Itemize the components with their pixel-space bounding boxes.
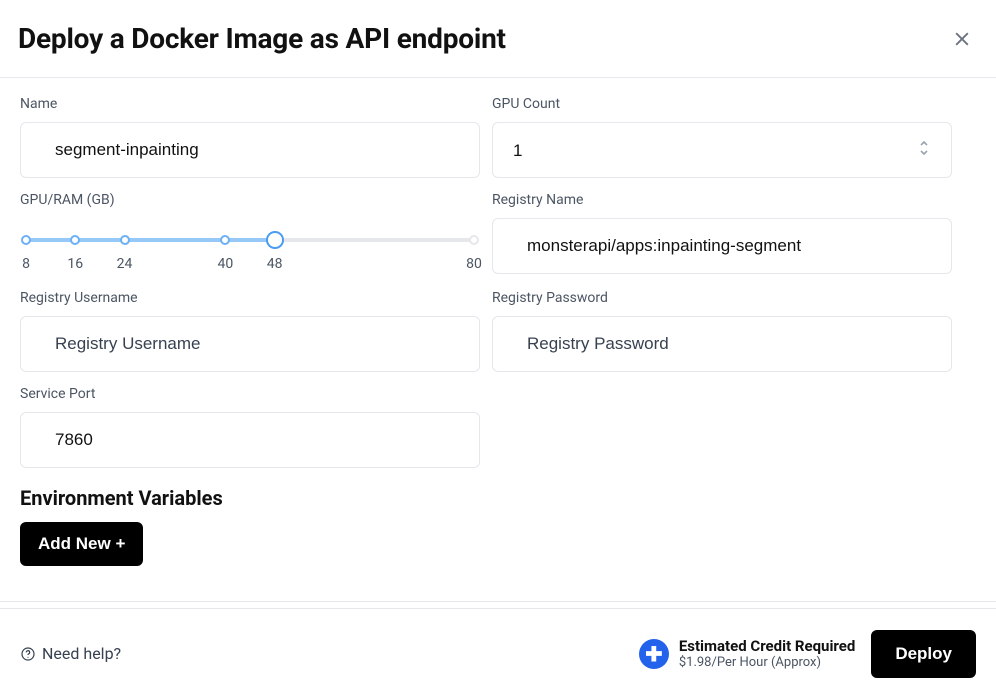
field-service-port: Service Port	[20, 386, 480, 468]
env-vars-heading: Environment Variables	[20, 486, 976, 510]
field-registry-name: Registry Name	[492, 192, 952, 276]
field-gpu-count: GPU Count 1	[492, 96, 952, 178]
slider-tick-label: 16	[67, 256, 83, 272]
registry-name-input[interactable]	[492, 218, 952, 274]
modal-header: Deploy a Docker Image as API endpoint	[0, 0, 996, 78]
close-button[interactable]	[948, 25, 976, 53]
slider-tick-label: 8	[22, 256, 30, 272]
deploy-button[interactable]: Deploy	[871, 630, 976, 678]
slider-tick-label: 48	[267, 256, 283, 272]
credit-title: Estimated Credit Required	[679, 637, 855, 655]
gpu-ram-label: GPU/RAM (GB)	[20, 192, 480, 208]
credit-estimate: Estimated Credit Required $1.98/Per Hour…	[639, 637, 855, 670]
need-help-link[interactable]: Need help?	[20, 644, 121, 663]
slider-labels: 81624404880	[26, 256, 474, 276]
close-icon	[952, 29, 972, 49]
credit-icon	[639, 639, 669, 669]
name-label: Name	[20, 96, 480, 112]
field-gpu-ram: GPU/RAM (GB) 8 16 24 40 48 80	[20, 192, 480, 276]
modal-title: Deploy a Docker Image as API endpoint	[18, 22, 506, 55]
service-port-label: Service Port	[20, 386, 480, 402]
slider-tick	[120, 235, 130, 245]
slider-tick-label: 80	[466, 256, 482, 272]
gpu-count-label: GPU Count	[492, 96, 952, 112]
registry-username-input[interactable]	[20, 316, 480, 372]
slider-track-fill	[26, 238, 275, 242]
form-grid: Name GPU Count 1 GPU/RAM (GB)	[20, 96, 976, 482]
gpu-count-select[interactable]: 1	[492, 122, 952, 178]
slider-tick	[70, 235, 80, 245]
footer-right: Estimated Credit Required $1.98/Per Hour…	[639, 630, 976, 678]
slider-tick-label: 24	[117, 256, 133, 272]
help-icon	[20, 646, 36, 662]
registry-password-label: Registry Password	[492, 290, 952, 306]
slider-tick-label: 40	[217, 256, 233, 272]
registry-username-label: Registry Username	[20, 290, 480, 306]
name-input[interactable]	[20, 122, 480, 178]
registry-name-label: Registry Name	[492, 192, 952, 208]
registry-password-input[interactable]	[492, 316, 952, 372]
field-registry-password: Registry Password	[492, 290, 952, 372]
slider-thumb[interactable]	[266, 231, 284, 249]
need-help-label: Need help?	[42, 644, 121, 663]
field-registry-username: Registry Username	[20, 290, 480, 372]
slider-tick	[21, 235, 31, 245]
credit-subtitle: $1.98/Per Hour (Approx)	[679, 655, 855, 670]
gpu-ram-slider[interactable]	[26, 230, 474, 250]
service-port-input[interactable]	[20, 412, 480, 468]
spacer	[492, 386, 952, 482]
slider-tick	[220, 235, 230, 245]
modal-footer: Need help? Estimated Credit Required $1.…	[0, 608, 996, 698]
add-new-env-button[interactable]: Add New +	[20, 522, 143, 566]
slider-tick	[469, 235, 479, 245]
form-scroll-area[interactable]: Name GPU Count 1 GPU/RAM (GB)	[0, 78, 996, 602]
field-name: Name	[20, 96, 480, 178]
